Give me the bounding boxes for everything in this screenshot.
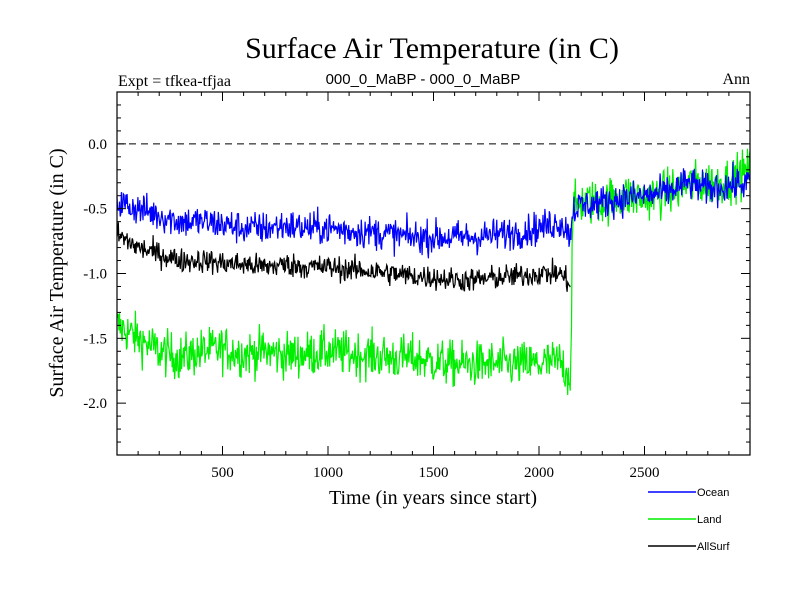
y-tick-label: 0.0: [88, 137, 107, 153]
y-tick-label: -1.5: [83, 331, 107, 347]
plot-area: 500 1000 1500 2000 2500 0.0 -0.5 -1.0 -1.5 -2.0: [83, 91, 751, 481]
experiment-label: Expt = tfkea-tfjaa: [118, 73, 231, 90]
x-tick-label: 2500: [630, 465, 660, 481]
series-line-ocean: [116, 161, 751, 259]
x-tick-label: 1000: [313, 465, 343, 481]
legend-label-allsurf: AllSurf: [697, 541, 730, 553]
legend: Ocean Land AllSurf: [648, 487, 730, 553]
x-tick-label: 1500: [419, 465, 449, 481]
chart-title: Surface Air Temperature (in C): [245, 32, 619, 65]
x-tick-label: 500: [211, 465, 234, 481]
y-tick-label: -0.5: [83, 202, 107, 218]
x-axis-label: Time (in years since start): [329, 487, 537, 509]
y-tick-label: -1.0: [83, 267, 107, 283]
season-label: Ann: [722, 71, 750, 88]
legend-label-land: Land: [697, 514, 721, 526]
y-tick-label: -2.0: [83, 396, 107, 412]
series-line-allsurf: [116, 222, 571, 292]
legend-label-ocean: Ocean: [697, 487, 729, 499]
y-axis-label: Surface Air Temperature (in C): [46, 148, 68, 397]
period-label: 000_0_MaBP - 000_0_MaBP: [326, 71, 521, 88]
x-tick-label: 2000: [524, 465, 554, 481]
